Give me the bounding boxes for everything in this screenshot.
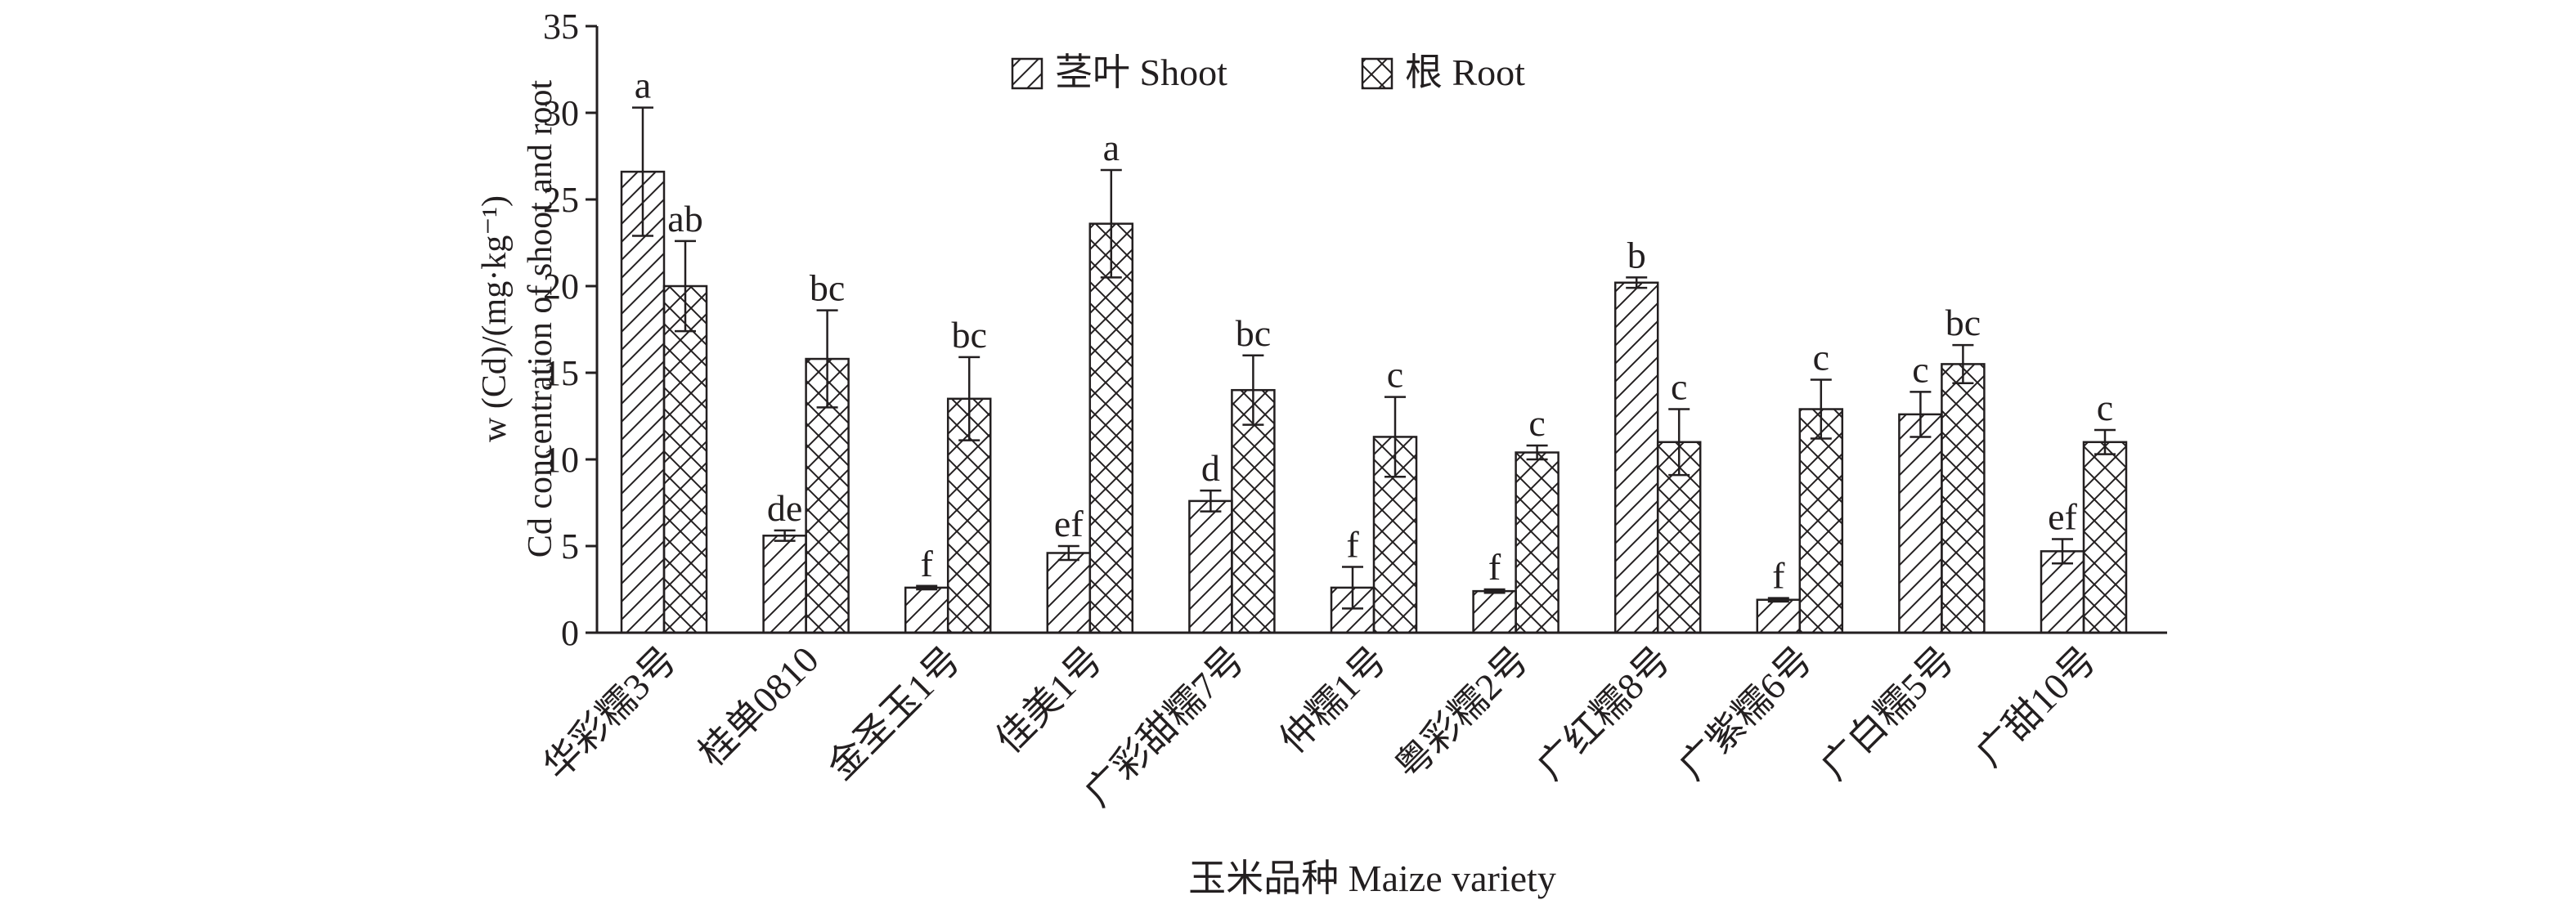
significance-label-shoot: a xyxy=(635,65,651,106)
x-tick-label: 仲糯1号 xyxy=(1272,638,1394,761)
significance-label-shoot: ef xyxy=(1054,503,1084,544)
significance-label-shoot: f xyxy=(1488,546,1501,588)
y-tick-label: 25 xyxy=(543,180,579,220)
bar-shoot xyxy=(1188,499,1233,634)
x-tick-label: 佳美1号 xyxy=(988,638,1111,761)
significance-label-shoot: f xyxy=(921,543,934,584)
y-tick-label: 5 xyxy=(561,526,579,566)
significance-label-root: bc xyxy=(1236,312,1271,354)
significance-label-root: bc xyxy=(810,267,845,309)
bar-shoot xyxy=(1613,281,1659,634)
x-tick-label: 广甜10号 xyxy=(1968,638,2104,774)
significance-label-shoot: d xyxy=(1201,447,1220,489)
legend-label-root: 根 Root xyxy=(1405,51,1525,93)
x-tick-label: 广红糯8号 xyxy=(1529,638,1678,787)
x-tick-label: 粤彩糯2号 xyxy=(1387,638,1536,787)
bar-root xyxy=(1231,388,1276,634)
bar-root xyxy=(1515,451,1560,634)
y-tick-label: 35 xyxy=(543,7,579,47)
significance-label-root: c xyxy=(2097,387,2113,428)
y-axis-label-line2: Cd concentration of shoot and root xyxy=(522,79,559,557)
legend: 茎叶 Shoot 根 Root xyxy=(1011,51,1525,93)
x-tick-label: 桂单0810 xyxy=(691,638,827,774)
significance-label-root: c xyxy=(1813,336,1829,378)
bar-shoot xyxy=(620,170,666,634)
bar-shoot xyxy=(1898,413,1943,634)
legend-swatch-shoot xyxy=(1011,57,1043,90)
significance-label-shoot: b xyxy=(1627,234,1646,275)
y-tick-label: 20 xyxy=(543,266,579,307)
x-axis-label: 玉米品种 Maize variety xyxy=(1188,858,1556,899)
y-axis-label-line1: w (Cd)/(mg·kg⁻¹) xyxy=(476,195,514,442)
bar-shoot xyxy=(1472,589,1517,634)
significance-label-shoot: f xyxy=(1772,555,1785,597)
legend-label-shoot: 茎叶 Shoot xyxy=(1055,51,1227,93)
bar-shoot xyxy=(1756,598,1802,634)
significance-label-root: c xyxy=(1671,366,1687,408)
bar-shoot xyxy=(1046,552,1092,634)
x-tick-label: 广紫糯6号 xyxy=(1671,638,1820,787)
y-ticks: 0 5 10 15 20 25 30 35 xyxy=(543,7,597,653)
significance-label-shoot: de xyxy=(767,487,802,529)
bar-root xyxy=(805,357,850,634)
y-tick-label: 30 xyxy=(543,93,579,133)
x-tick-label: 广白糯5号 xyxy=(1813,638,1962,787)
significance-label-root: c xyxy=(1387,354,1403,396)
significance-label-root: ab xyxy=(667,198,702,240)
y-tick-label: 15 xyxy=(543,353,579,393)
bar-shoot xyxy=(2040,550,2085,634)
bar-shoot xyxy=(904,586,949,634)
legend-swatch-root xyxy=(1361,57,1393,90)
significance-label-shoot: c xyxy=(1912,348,1928,390)
significance-label-root: bc xyxy=(951,314,986,356)
y-tick-label: 0 xyxy=(561,613,579,653)
x-tick-label: 金圣玉1号 xyxy=(819,638,968,787)
bar-root xyxy=(1941,363,1986,634)
significance-label-root: bc xyxy=(1945,302,1981,343)
bar-root xyxy=(1088,222,1134,634)
y-tick-label: 10 xyxy=(543,440,579,480)
significance-label-root: a xyxy=(1103,127,1120,168)
x-tick-label: 华彩糯3号 xyxy=(536,638,684,787)
significance-label-root: c xyxy=(1528,402,1545,444)
bar-root xyxy=(1798,408,1844,634)
bar-shoot xyxy=(762,535,807,634)
bar-root xyxy=(2082,441,2128,634)
bar-root xyxy=(662,284,708,634)
significance-label-shoot: f xyxy=(1346,523,1359,565)
significance-label-shoot: ef xyxy=(2048,496,2077,538)
